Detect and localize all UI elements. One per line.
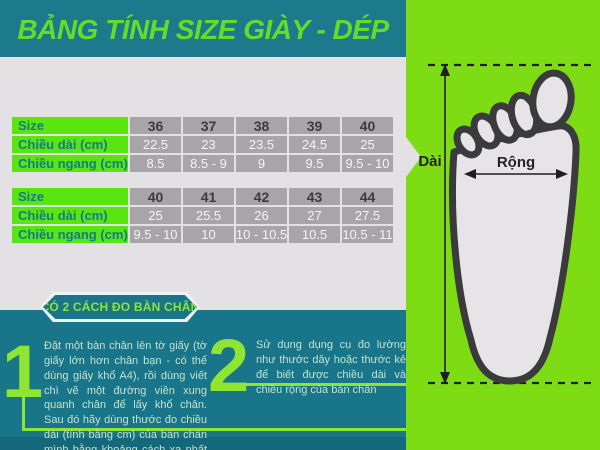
width-arrow-right-icon — [556, 169, 568, 179]
length-value: 24.5 — [289, 136, 340, 153]
length-value: 26 — [236, 207, 287, 224]
size-value: 36 — [130, 117, 181, 134]
row-label-size: Size — [12, 117, 128, 134]
footer-shade — [0, 437, 406, 450]
width-value: 9.5 — [289, 155, 340, 172]
width-value: 8.5 — [130, 155, 181, 172]
step-1-bracket-horizontal — [22, 428, 406, 431]
size-value: 39 — [289, 117, 340, 134]
width-value: 9 — [236, 155, 287, 172]
length-value: 25 — [342, 136, 393, 153]
page-title: BẢNG TÍNH SIZE GIÀY - DÉP — [17, 14, 389, 45]
width-value: 10 — [183, 226, 234, 243]
width-value: 9.5 - 10 — [130, 226, 181, 243]
step-2-bracket-horizontal — [219, 383, 406, 386]
row-label-length: Chiều dài (cm) — [12, 207, 128, 224]
step-2-text: Sử dụng dụng cụ đo lường như thước dây h… — [256, 339, 406, 396]
foot-diagram: Dài Rộng — [418, 63, 592, 385]
row-label-width: Chiều ngang (cm) — [12, 155, 128, 172]
row-label-size: Size — [12, 188, 128, 205]
measuring-section — [0, 310, 406, 450]
width-value: 9.5 - 10 — [342, 155, 393, 172]
size-value: 38 — [236, 117, 287, 134]
measuring-heading-badge: CÓ 2 CÁCH ĐO BÀN CHÂN — [40, 292, 200, 322]
row-label-width: Chiều ngang (cm) — [12, 226, 128, 243]
toe-crease — [494, 135, 512, 143]
step-1-text: Đặt một bàn chân lên tờ giấy (tờ giấy lớ… — [44, 340, 207, 450]
size-table-36-40: Size 36 37 38 39 40 Chiều dài (cm) 22.5 … — [12, 117, 393, 172]
width-arrow-left-icon — [464, 169, 476, 179]
length-value: 22.5 — [130, 136, 181, 153]
width-value: 8.5 - 9 — [183, 155, 234, 172]
toe-crease — [514, 126, 531, 134]
length-value: 23 — [183, 136, 234, 153]
measuring-heading: CÓ 2 CÁCH ĐO BÀN CHÂN — [43, 295, 197, 319]
length-value: 23.5 — [236, 136, 287, 153]
length-value: 27 — [289, 207, 340, 224]
length-value: 25.5 — [183, 207, 234, 224]
length-value: 25 — [130, 207, 181, 224]
size-value: 42 — [236, 188, 287, 205]
row-label-length: Chiều dài (cm) — [12, 136, 128, 153]
right-arrow-icon — [403, 133, 421, 181]
size-value: 44 — [342, 188, 393, 205]
size-value: 40 — [130, 188, 181, 205]
big-toe — [529, 69, 575, 131]
width-value: 10.5 - 11 — [342, 226, 393, 243]
length-arrow-up-icon — [440, 64, 450, 76]
step-2-number: 2 — [208, 324, 250, 407]
title-banner: BẢNG TÍNH SIZE GIÀY - DÉP — [0, 0, 406, 57]
table-panel — [0, 57, 406, 310]
size-value: 37 — [183, 117, 234, 134]
length-label: Dài — [418, 153, 441, 170]
length-arrow-down-icon — [440, 372, 450, 384]
step-1-bracket-vertical — [22, 346, 25, 431]
size-table-40-44: Size 40 41 42 43 44 Chiều dài (cm) 25 25… — [12, 188, 393, 243]
size-value: 41 — [183, 188, 234, 205]
width-label: Rộng — [497, 154, 535, 171]
size-value: 43 — [289, 188, 340, 205]
width-value: 10 - 10.5 — [236, 226, 287, 243]
width-value: 10.5 — [289, 226, 340, 243]
length-value: 27.5 — [342, 207, 393, 224]
size-value: 40 — [342, 117, 393, 134]
